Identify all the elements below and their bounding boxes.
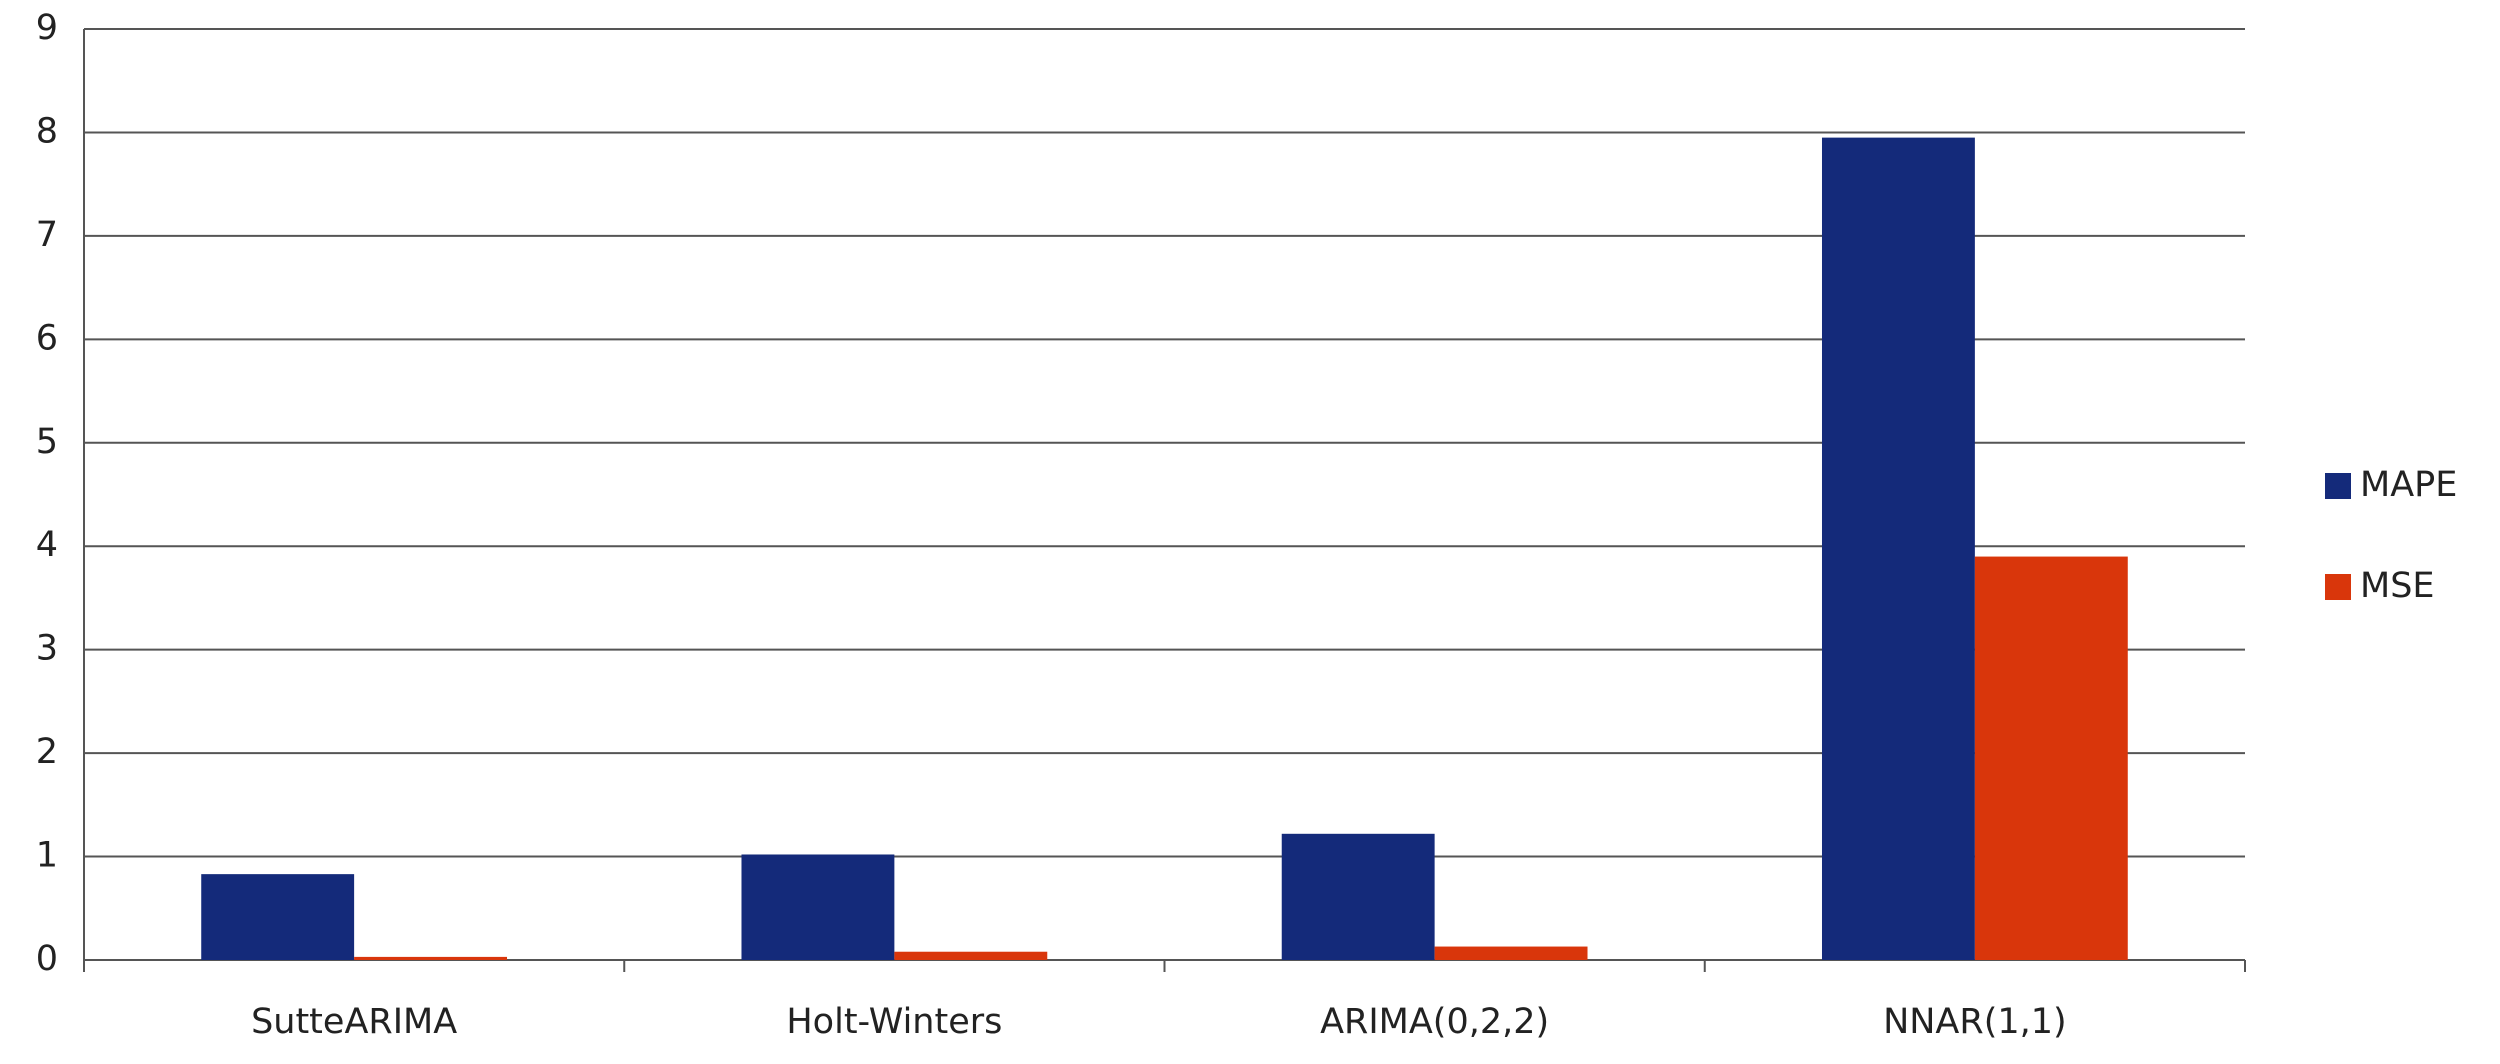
x-tick-label: SutteARIMA [251,1002,457,1042]
bar [201,874,355,960]
legend-label: MSE [2360,566,2435,606]
y-tick-label: 5 [36,422,58,462]
bar [1974,556,2128,960]
y-tick-label: 2 [36,732,58,772]
x-tick-label: NNAR(1,1) [1883,1002,2067,1042]
y-tick-label: 4 [36,525,58,565]
legend-swatch [2325,574,2351,600]
legend-label: MAPE [2360,465,2457,505]
bar [1821,137,1975,960]
y-tick-label: 0 [36,939,58,979]
bar [354,956,508,960]
x-tick-label: Holt-Winters [786,1002,1002,1042]
y-tick-label: 8 [36,111,58,151]
legend-swatch [2325,473,2351,499]
y-tick-label: 9 [36,8,58,48]
bar [1281,833,1435,960]
bar [1434,946,1588,960]
bar [894,951,1048,960]
y-tick-label: 3 [36,629,58,669]
y-tick-label: 6 [36,318,58,358]
bar [741,854,895,960]
x-tick-label: ARIMA(0,2,2) [1320,1002,1549,1042]
y-tick-label: 7 [36,215,58,255]
y-tick-label: 1 [36,836,58,876]
